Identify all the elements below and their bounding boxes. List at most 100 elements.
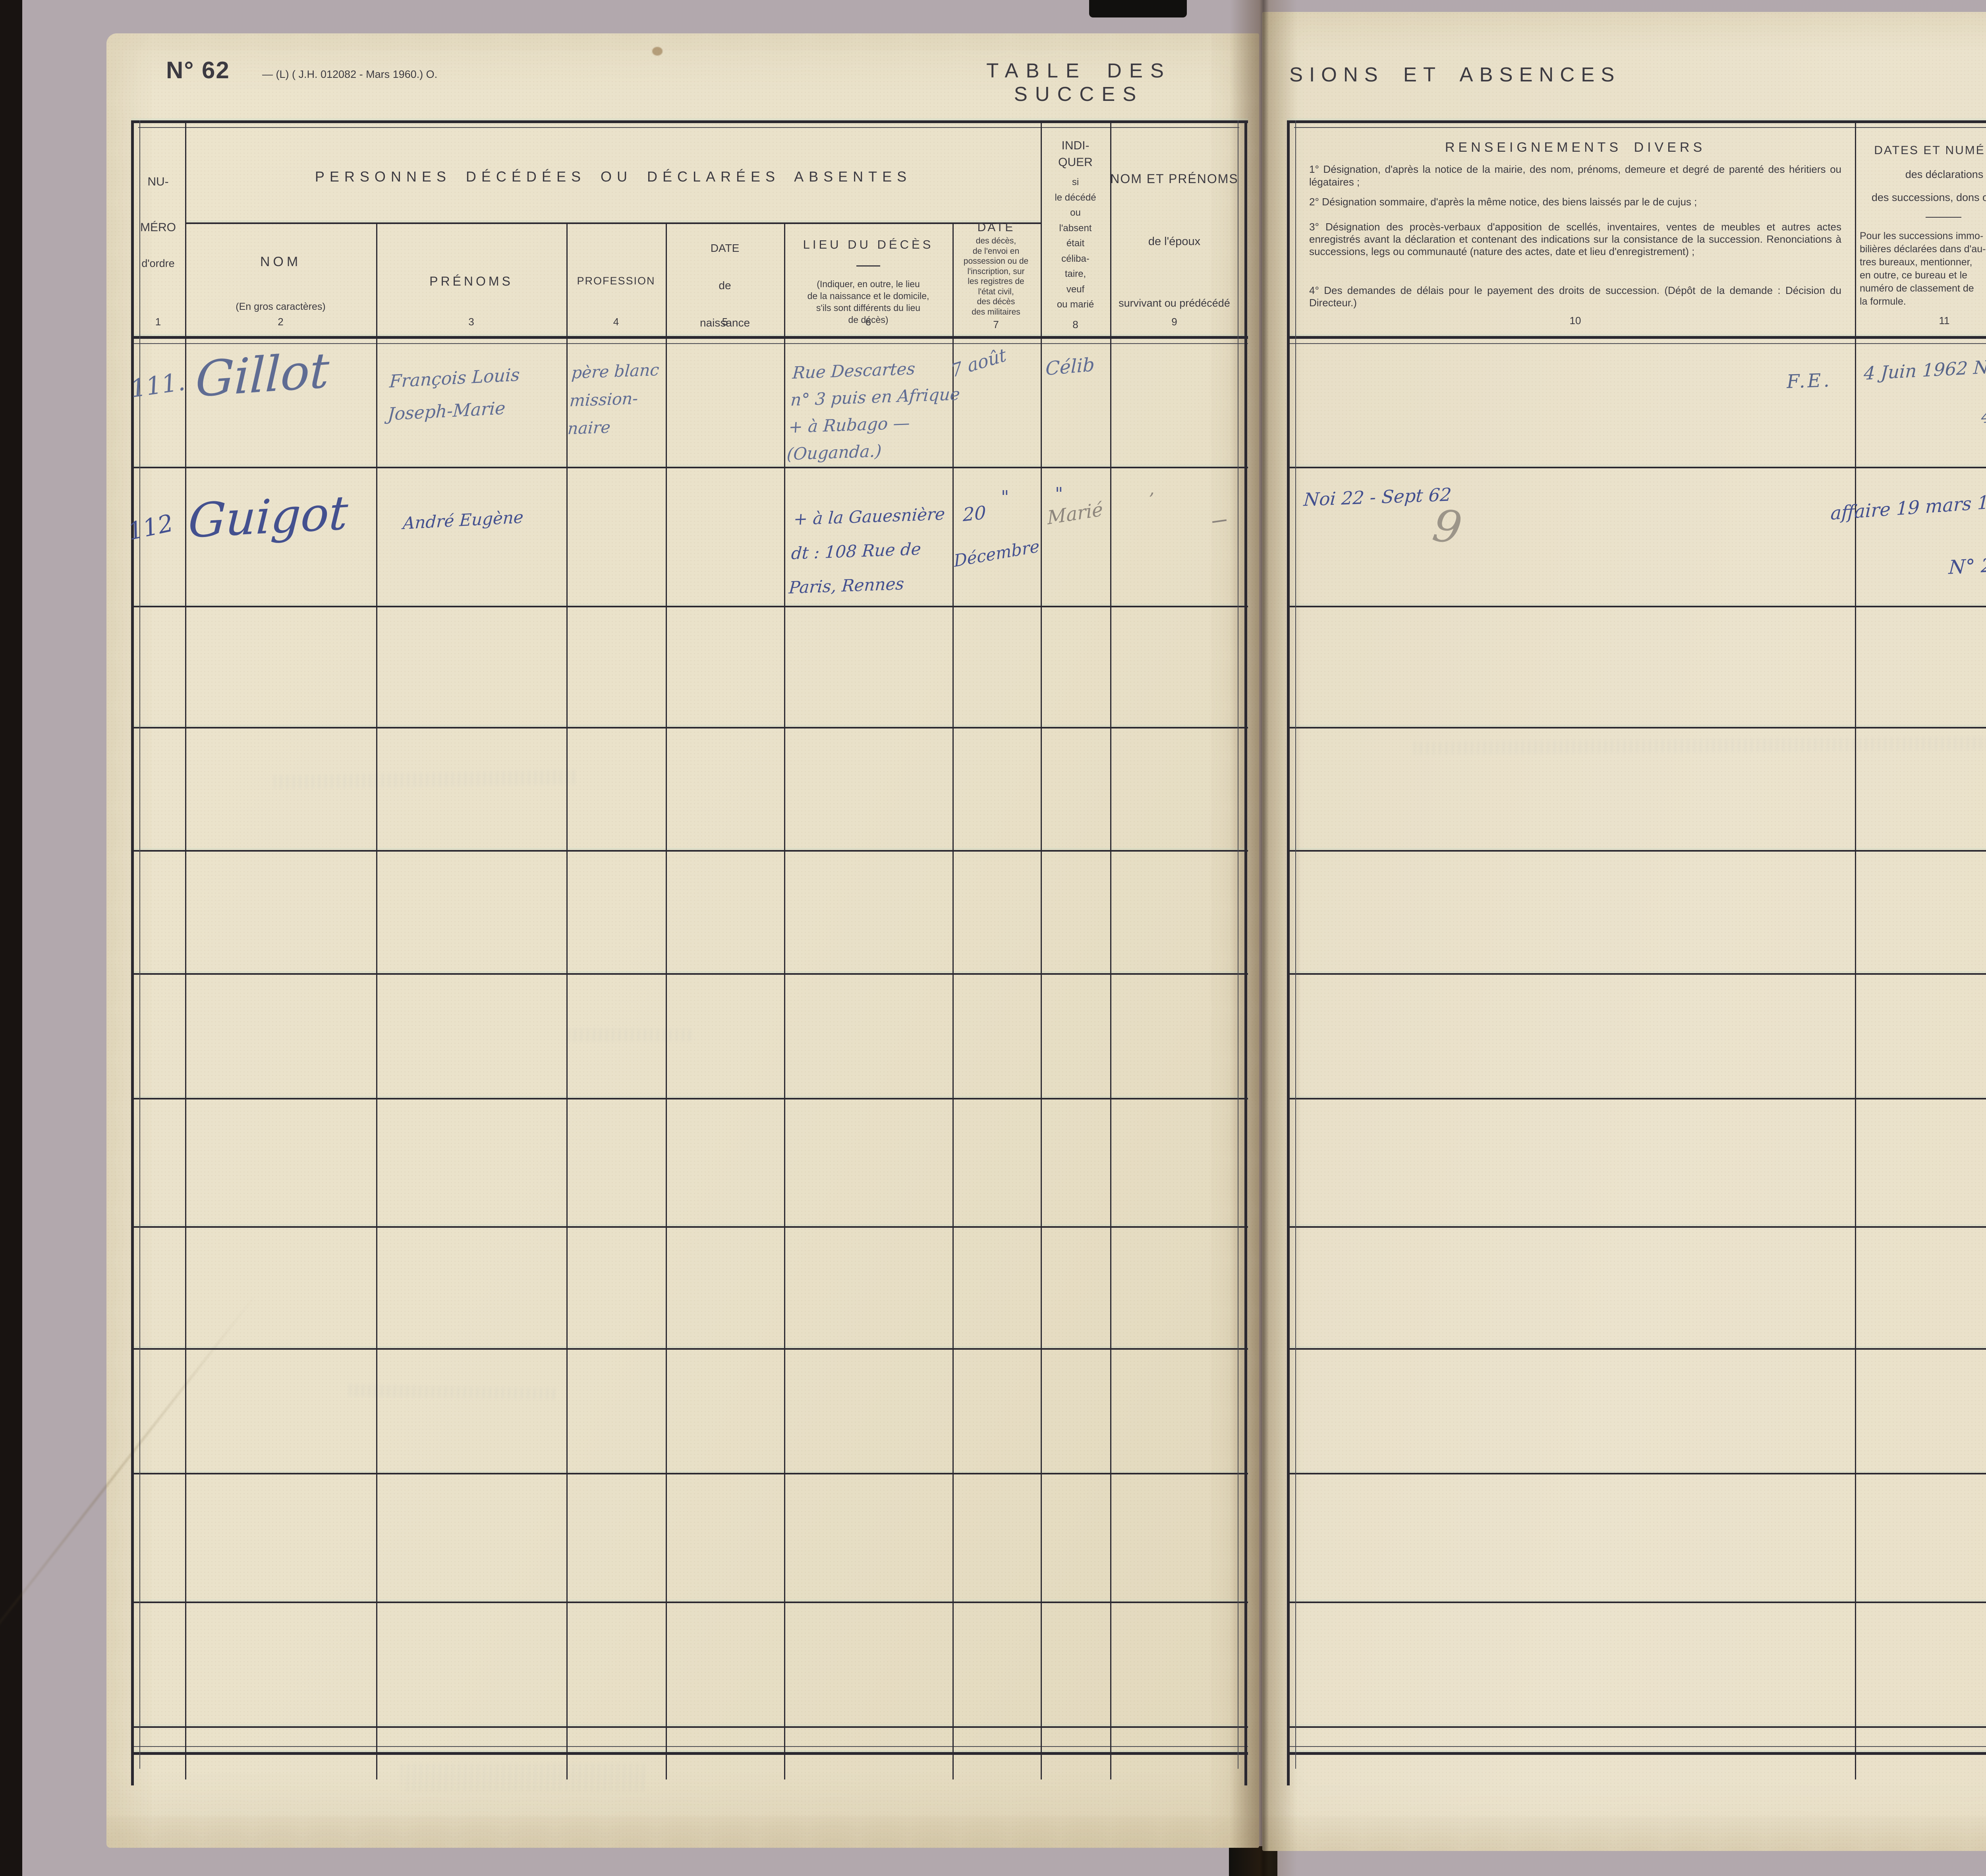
page-title-left: TABLE DES SUCCES [986, 59, 1171, 105]
grid-hline [1287, 606, 1986, 607]
col6-number: 6 [865, 316, 871, 328]
col9-number: 9 [1171, 316, 1177, 328]
col1-number: 1 [155, 316, 161, 328]
entry-nom: Guigot [187, 485, 350, 549]
divider-dash [1926, 217, 1961, 218]
col11-header-line3: des successions, dons ou legs [1871, 191, 1986, 203]
entry-nom: Gillot [194, 342, 330, 408]
left-page [106, 33, 1259, 1848]
grid-hline [131, 1098, 1248, 1099]
col11-header-note: Pour les successions immo- bilières décl… [1860, 230, 1986, 307]
grid-hline [1287, 1348, 1986, 1350]
col7-number: 7 [993, 319, 999, 330]
col7-header-note: des décès, de l'envoi en possession ou d… [963, 236, 1029, 317]
grid-vline [952, 222, 954, 1779]
ink-bleed-ghost [568, 1029, 695, 1041]
grid-vline [1855, 120, 1856, 1779]
grid-hline [131, 120, 1248, 123]
grid-hline [1287, 120, 1986, 123]
col9-header: NOM ET PRÉNOMS [1110, 172, 1238, 186]
book-spine-top [1089, 0, 1187, 17]
grid-hline [131, 850, 1248, 852]
grid-hline [131, 1226, 1248, 1228]
photo-left-edge [0, 0, 22, 1876]
grid-vline [376, 222, 377, 1779]
grid-vline [1244, 120, 1247, 1785]
col11-header: DATES ET NUMÉROS [1874, 144, 1986, 157]
grid-hline [1287, 1746, 1986, 1747]
ink-stain [652, 47, 663, 56]
entry-date-line1: 20 [963, 501, 986, 526]
col4-number: 4 [613, 316, 619, 328]
form-number: N° 62 [166, 57, 230, 83]
col10-paragraph-1: 1° Désignation, d'après la notice de la … [1309, 163, 1841, 188]
col4-header: PROFESSION [577, 275, 655, 287]
grid-hline [131, 1752, 1248, 1755]
right-page [1262, 12, 1986, 1851]
grid-hline [131, 1602, 1248, 1603]
col3-header: PRÉNOMS [429, 274, 513, 288]
grid-vline [131, 120, 134, 1785]
grid-vline [185, 120, 186, 1779]
grid-hline [131, 606, 1248, 607]
grid-vline [139, 120, 140, 1769]
grid-vline [784, 222, 785, 1779]
band-title: PERSONNES DÉCÉDÉES OU DÉCLARÉES ABSENTES [315, 168, 912, 185]
grid-hline [131, 1348, 1248, 1350]
col10-paragraph-3: 3° Désignation des procès-verbaux d'appo… [1309, 221, 1841, 257]
grid-hline [131, 1726, 1248, 1728]
entry-declaration-number: 496 ½ [1980, 404, 1986, 427]
col9-header-line3: survivant ou prédécédé [1119, 297, 1230, 309]
grid-vline [666, 222, 667, 1779]
ditto-mark: " [1001, 487, 1009, 507]
grid-vline [566, 222, 568, 1779]
grid-hline [131, 973, 1248, 975]
col8-header-note: si le décédé ou l'absent était céliba- t… [1055, 177, 1096, 310]
grid-hline [1287, 973, 1986, 975]
page-gutter-shadow [1230, 0, 1297, 1876]
col1-header-sub: d'ordre [141, 257, 175, 269]
grid-hline [1287, 1752, 1986, 1755]
col11-header-line2: des déclarations [1905, 168, 1984, 180]
grid-hline [1287, 1602, 1986, 1603]
grid-hline [131, 336, 1248, 339]
grid-hline [185, 222, 1041, 224]
col6-header-note: (Indiquer, en outre, le lieu de la naiss… [807, 279, 929, 325]
col10-number: 10 [1569, 315, 1581, 327]
grid-hline [131, 467, 1248, 468]
col8-number: 8 [1072, 319, 1078, 330]
grid-hline [131, 727, 1248, 728]
col2-header-sub: (En gros caractères) [236, 301, 326, 312]
col10-paragraph-2: 2° Désignation sommaire, d'après la même… [1309, 196, 1697, 208]
grid-hline [1287, 1473, 1986, 1474]
grid-hline [1287, 1098, 1986, 1099]
col5-number: 5 [722, 316, 728, 328]
entry-declaration-number: N° 289. [1948, 552, 1986, 579]
col9-header-line2: de l'époux [1148, 235, 1201, 248]
grid-hline [1287, 336, 1986, 339]
col10-paragraph-4: 4° Des demandes de délais pour le payeme… [1309, 284, 1841, 309]
paper-grain [1262, 12, 1986, 1851]
col2-number: 2 [278, 316, 284, 328]
col1-header: NU- MÉRO [140, 175, 176, 234]
col7-header: DATE [977, 221, 1015, 234]
entry-prenoms: François Louis Joseph-Marie [387, 365, 520, 425]
grid-hline [1294, 127, 1986, 128]
col10-header: RENSEIGNEMENTS DIVERS [1445, 140, 1706, 155]
col6-header: LIEU DU DÉCÈS [803, 238, 934, 251]
entry-mention: F.E. [1786, 369, 1832, 393]
paper-grain [106, 33, 1259, 1848]
grid-hline [131, 343, 1248, 344]
form-reference: — (L) ( J.H. 012082 - Mars 1960.) O. [262, 68, 438, 80]
col2-header: NOM [260, 254, 301, 269]
page-title-right: SIONS ET ABSENCES [1289, 63, 1621, 86]
grid-vline [1287, 120, 1290, 1785]
ditto-mark: ’ [1149, 489, 1154, 510]
grid-hline [131, 1473, 1248, 1474]
grid-hline [1287, 727, 1986, 728]
grid-hline [1287, 467, 1986, 468]
grid-hline [1287, 850, 1986, 852]
entry-lieu-deces: Rue Descartes n° 3 puis en Afrique + à R… [786, 359, 961, 464]
grid-vline [1110, 120, 1111, 1779]
